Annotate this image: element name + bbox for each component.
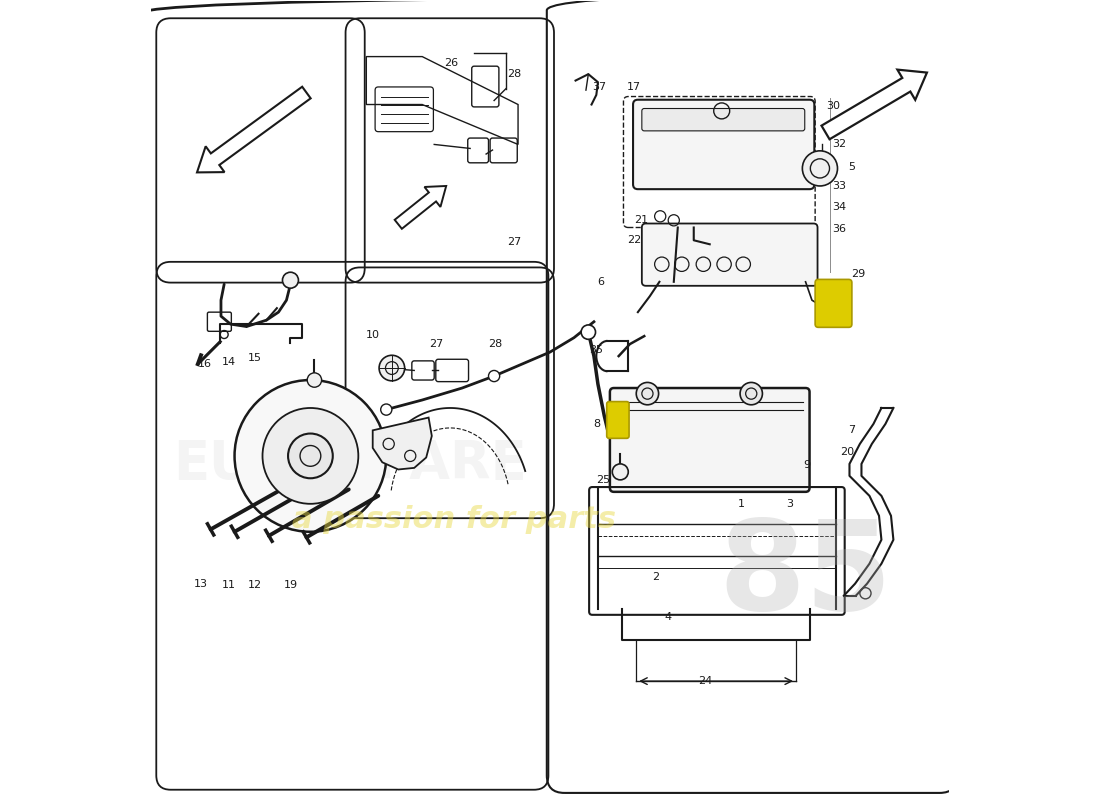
- Polygon shape: [822, 70, 927, 139]
- Text: 33: 33: [832, 181, 846, 191]
- Text: 12: 12: [248, 580, 262, 590]
- Text: EUROSPARE: EUROSPARE: [174, 438, 527, 490]
- Text: 28: 28: [488, 339, 503, 349]
- Polygon shape: [197, 86, 310, 172]
- Text: 7: 7: [848, 426, 856, 435]
- Circle shape: [636, 382, 659, 405]
- Text: 11: 11: [222, 580, 236, 590]
- Text: 14: 14: [222, 357, 236, 366]
- Text: 21: 21: [634, 214, 648, 225]
- Circle shape: [381, 404, 392, 415]
- FancyBboxPatch shape: [641, 109, 805, 131]
- Text: 36: 36: [832, 224, 846, 234]
- Text: 35: 35: [590, 346, 603, 355]
- Circle shape: [613, 464, 628, 480]
- Text: 24: 24: [698, 676, 713, 686]
- Text: 30: 30: [826, 101, 839, 111]
- Text: 85: 85: [718, 515, 892, 636]
- Text: 17: 17: [627, 82, 641, 92]
- Circle shape: [288, 434, 333, 478]
- Text: 10: 10: [365, 330, 380, 339]
- Text: 27: 27: [429, 339, 443, 349]
- Text: 2: 2: [652, 572, 659, 582]
- Polygon shape: [373, 418, 432, 470]
- Text: 1: 1: [738, 499, 745, 509]
- Circle shape: [283, 272, 298, 288]
- Circle shape: [802, 151, 837, 186]
- Text: 27: 27: [507, 237, 521, 247]
- Circle shape: [581, 325, 595, 339]
- Text: 25: 25: [595, 475, 609, 485]
- Circle shape: [307, 373, 321, 387]
- Circle shape: [488, 370, 499, 382]
- Text: 4: 4: [664, 612, 672, 622]
- FancyBboxPatch shape: [815, 279, 851, 327]
- Circle shape: [379, 355, 405, 381]
- Text: 29: 29: [851, 269, 866, 279]
- Text: 16: 16: [198, 359, 212, 369]
- Polygon shape: [395, 186, 447, 229]
- Text: a passion for parts: a passion for parts: [293, 506, 616, 534]
- FancyBboxPatch shape: [641, 223, 817, 286]
- Text: 6: 6: [597, 277, 604, 287]
- Text: 9: 9: [804, 461, 811, 470]
- Text: 8: 8: [593, 419, 600, 429]
- Text: 13: 13: [194, 578, 208, 589]
- FancyBboxPatch shape: [607, 402, 629, 438]
- Text: 26: 26: [444, 58, 458, 68]
- Text: 32: 32: [832, 139, 846, 150]
- Circle shape: [234, 380, 386, 532]
- FancyBboxPatch shape: [609, 388, 810, 492]
- Text: 20: 20: [840, 447, 854, 457]
- Text: 5: 5: [848, 162, 856, 172]
- Text: 22: 22: [627, 235, 641, 246]
- Text: 15: 15: [248, 353, 262, 362]
- Text: 37: 37: [593, 82, 606, 92]
- Text: 19: 19: [284, 580, 297, 590]
- Text: 3: 3: [786, 499, 793, 509]
- Circle shape: [263, 408, 359, 504]
- Text: 28: 28: [507, 69, 521, 79]
- Text: 34: 34: [832, 202, 846, 212]
- FancyBboxPatch shape: [634, 100, 814, 189]
- Circle shape: [740, 382, 762, 405]
